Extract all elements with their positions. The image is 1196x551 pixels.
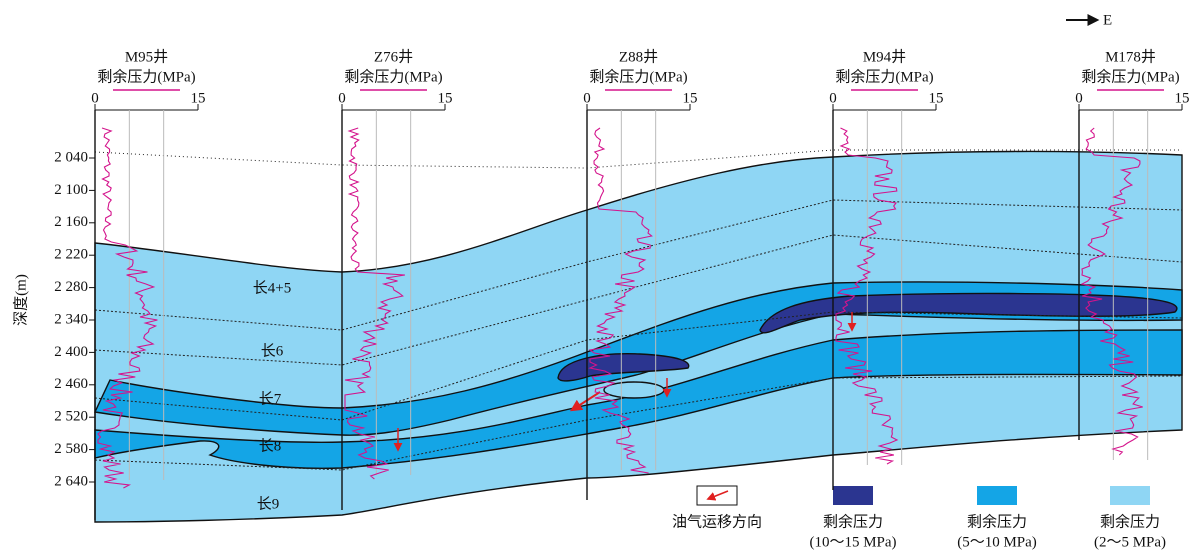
depth-tick-label: 2 520 bbox=[54, 409, 88, 425]
legend-label: 油气运移方向 bbox=[672, 513, 762, 530]
curve-label: 剩余压力(MPa) bbox=[589, 67, 687, 85]
depth-tick-label: 2 580 bbox=[54, 441, 88, 457]
direction-label: E bbox=[1103, 12, 1112, 28]
legend-range: (10～15 MPa) bbox=[809, 534, 896, 550]
legend-range: (5～10 MPa) bbox=[957, 534, 1037, 550]
curve-label: 剩余压力(MPa) bbox=[344, 67, 442, 85]
well-name: M95井 bbox=[125, 48, 168, 65]
scale-max: 15 bbox=[1175, 90, 1190, 106]
legend-label: 剩余压力 bbox=[1100, 512, 1160, 530]
scale-max: 15 bbox=[683, 90, 698, 106]
scale-min: 0 bbox=[91, 90, 99, 106]
curve-label: 剩余压力(MPa) bbox=[97, 67, 195, 85]
formation-label: 长6 bbox=[261, 342, 284, 359]
legend-label: 剩余压力 bbox=[967, 512, 1027, 530]
scale-min: 0 bbox=[338, 90, 346, 106]
axis-title: 深度(m) bbox=[12, 274, 29, 326]
scale-min: 0 bbox=[583, 90, 591, 106]
depth-tick-label: 2 040 bbox=[54, 149, 88, 165]
scale-min: 0 bbox=[1075, 90, 1083, 106]
legend-swatch bbox=[833, 486, 873, 505]
scale-max: 15 bbox=[929, 90, 944, 106]
curve-label: 剩余压力(MPa) bbox=[835, 67, 933, 85]
scale-max: 15 bbox=[438, 90, 453, 106]
depth-tick-label: 2 280 bbox=[54, 279, 88, 295]
depth-tick-label: 2 160 bbox=[54, 214, 88, 230]
well-name: Z88井 bbox=[619, 48, 658, 65]
depth-tick-label: 2 100 bbox=[54, 182, 88, 198]
well-name: M178井 bbox=[1105, 48, 1156, 65]
depth-tick-label: 2 220 bbox=[54, 247, 88, 263]
depth-tick-label: 2 460 bbox=[54, 376, 88, 392]
legend-label: 剩余压力 bbox=[823, 512, 883, 530]
curve-label: 剩余压力(MPa) bbox=[1081, 67, 1179, 85]
legend-swatch bbox=[1110, 486, 1150, 505]
legend-swatch bbox=[977, 486, 1017, 505]
scale-min: 0 bbox=[829, 90, 837, 106]
cross-section: E 深度(m) 油气运移方向 剩余压力 (10～15 MPa) 剩余压力 (5～… bbox=[0, 0, 1196, 551]
legend-range: (2～5 MPa) bbox=[1094, 534, 1166, 550]
depth-tick-label: 2 340 bbox=[54, 311, 88, 327]
formation-label: 长4+5 bbox=[253, 279, 291, 296]
well-name: M94井 bbox=[863, 48, 906, 65]
depth-tick-label: 2 640 bbox=[54, 473, 88, 489]
depth-tick-label: 2 400 bbox=[54, 344, 88, 360]
formation-label: 长9 bbox=[257, 495, 280, 512]
formation-label: 长7 bbox=[259, 390, 282, 407]
light-lens bbox=[604, 382, 664, 398]
formation-label: 长8 bbox=[259, 437, 282, 454]
well-name: Z76井 bbox=[374, 48, 413, 65]
scale-max: 15 bbox=[191, 90, 206, 106]
